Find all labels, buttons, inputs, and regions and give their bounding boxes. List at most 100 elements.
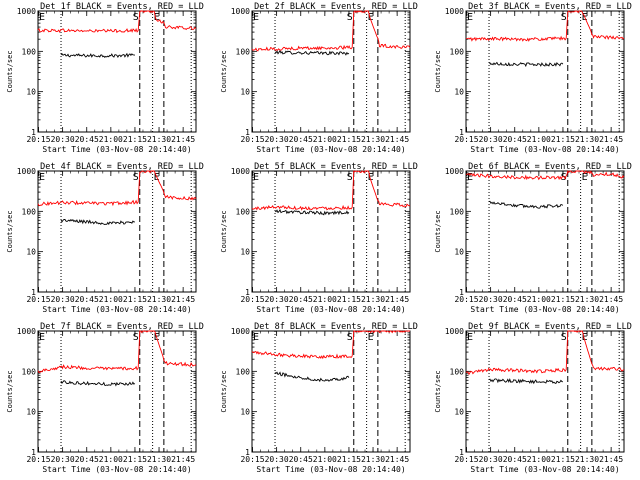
- x-tick-label: 20:15: [454, 455, 478, 464]
- plot-frame: [251, 330, 411, 453]
- detector-panel: Det 1f BLACK = Events, RED = LLD 1 10 100 10…: [6, 2, 204, 154]
- x-axis-label: Start Time (03-Nov-08 20:14:40): [256, 145, 405, 154]
- event-marker-label: E: [39, 172, 45, 183]
- y-tick-label: 1: [31, 288, 36, 297]
- y-tick-label: 10: [454, 408, 464, 417]
- x-tick-label: 21:45: [599, 295, 623, 304]
- y-tick-label: 100: [22, 207, 37, 216]
- x-tick-label: 21:00: [313, 295, 337, 304]
- x-axis-label: Start Time (03-Nov-08 20:14:40): [256, 305, 405, 314]
- y-tick-label: 10: [454, 88, 464, 97]
- x-tick-label: 20:45: [75, 455, 99, 464]
- lld-series-line: [465, 10, 625, 42]
- y-tick-label: 1000: [231, 167, 250, 176]
- panel-title: Det 6f BLACK = Events, RED = LLD: [468, 162, 632, 172]
- y-axis-label: Counts/sec: [6, 50, 14, 92]
- event-marker-label: E: [467, 12, 473, 23]
- y-axis-label: Counts/sec: [6, 210, 14, 252]
- detector-panel: Det 3f BLACK = Events, RED = LLD 1 10 100 10…: [434, 2, 632, 154]
- x-tick-label: 20:45: [503, 455, 527, 464]
- panel-title: Det 7f BLACK = Events, RED = LLD: [40, 322, 204, 332]
- plot-frame: [251, 10, 411, 133]
- x-tick-label: 21:30: [361, 135, 385, 144]
- event-marker-label: S: [347, 332, 353, 343]
- y-tick-label: 100: [236, 367, 251, 376]
- detector-panel: Det 2f BLACK = Events, RED = LLD 1 10 100 10…: [220, 2, 418, 154]
- x-tick-label: 20:15: [240, 295, 264, 304]
- y-tick-label: 1000: [445, 327, 464, 336]
- lld-series-line: [37, 170, 197, 207]
- x-tick-label: 20:15: [454, 295, 478, 304]
- y-axis-label: Counts/sec: [220, 370, 228, 412]
- y-tick-label: 1: [31, 448, 36, 457]
- events-series-line: [60, 218, 135, 226]
- x-tick-label: 21:15: [123, 295, 147, 304]
- lld-series-line: [465, 169, 625, 181]
- x-tick-label: 21:15: [123, 135, 147, 144]
- x-tick-label: 21:15: [337, 135, 361, 144]
- lld-series-line: [251, 330, 410, 360]
- x-axis-label: Start Time (03-Nov-08 20:14:40): [42, 305, 191, 314]
- y-tick-label: 10: [26, 88, 36, 97]
- x-tick-label: 21:15: [337, 295, 361, 304]
- x-tick-label: 21:45: [171, 135, 195, 144]
- detector-panel: Det 4f BLACK = Events, RED = LLD 1 10 100 10…: [6, 162, 204, 314]
- events-series-line: [60, 52, 136, 59]
- y-tick-label: 1: [31, 128, 36, 137]
- x-tick-label: 20:15: [454, 135, 478, 144]
- x-axis-label: Start Time (03-Nov-08 20:14:40): [256, 465, 405, 474]
- x-tick-label: 21:45: [385, 295, 409, 304]
- event-marker-label: E: [154, 12, 160, 23]
- plot-frame: [251, 170, 411, 293]
- y-tick-label: 100: [450, 47, 465, 56]
- y-tick-label: 100: [22, 47, 37, 56]
- x-tick-label: 20:15: [240, 135, 264, 144]
- x-tick-label: 21:30: [147, 135, 171, 144]
- plot-frame: [465, 330, 625, 453]
- x-tick-label: 21:00: [99, 135, 123, 144]
- y-tick-label: 100: [236, 47, 251, 56]
- y-tick-label: 1000: [17, 327, 36, 336]
- detector-panel: Det 8f BLACK = Events, RED = LLD 1 10 100 10…: [220, 322, 418, 474]
- y-tick-label: 10: [240, 248, 250, 257]
- y-tick-label: 1: [245, 288, 250, 297]
- event-marker-label: E: [368, 12, 374, 23]
- x-tick-label: 21:00: [527, 295, 551, 304]
- x-tick-label: 21:00: [527, 135, 551, 144]
- y-tick-label: 1: [245, 448, 250, 457]
- y-tick-label: 1: [459, 448, 464, 457]
- x-tick-label: 21:45: [171, 455, 195, 464]
- panel-title: Det 2f BLACK = Events, RED = LLD: [254, 2, 418, 12]
- x-tick-label: 21:30: [575, 455, 599, 464]
- plot-frame: [37, 170, 197, 293]
- y-axis-label: Counts/sec: [434, 210, 442, 252]
- x-tick-label: 20:15: [26, 135, 50, 144]
- x-tick-label: 21:00: [99, 295, 123, 304]
- events-series-line: [488, 200, 564, 209]
- event-marker-label: E: [39, 332, 45, 343]
- x-axis-label: Start Time (03-Nov-08 20:14:40): [470, 145, 619, 154]
- event-marker-label: E: [582, 332, 588, 343]
- x-tick-label: 20:15: [26, 455, 50, 464]
- x-tick-label: 20:45: [75, 295, 99, 304]
- event-marker-label: S: [561, 332, 567, 343]
- y-tick-label: 1000: [445, 167, 464, 176]
- x-tick-label: 20:15: [240, 455, 264, 464]
- x-tick-label: 21:30: [147, 455, 171, 464]
- x-axis-label: Start Time (03-Nov-08 20:14:40): [42, 465, 191, 474]
- event-marker-label: E: [253, 172, 259, 183]
- y-axis-label: Counts/sec: [220, 210, 228, 252]
- x-tick-label: 20:45: [289, 295, 313, 304]
- lld-series-line: [37, 10, 197, 34]
- y-tick-label: 10: [26, 408, 36, 417]
- lld-series-line: [251, 10, 411, 52]
- event-marker-label: S: [133, 172, 139, 183]
- plot-frame: [465, 10, 625, 133]
- detector-panel: Det 6f BLACK = Events, RED = LLD 1 10 100 10…: [434, 162, 632, 314]
- y-axis-label: Counts/sec: [434, 370, 442, 412]
- x-tick-label: 21:15: [551, 295, 575, 304]
- x-tick-label: 20:45: [289, 135, 313, 144]
- y-tick-label: 1: [459, 128, 464, 137]
- x-tick-label: 20:45: [75, 135, 99, 144]
